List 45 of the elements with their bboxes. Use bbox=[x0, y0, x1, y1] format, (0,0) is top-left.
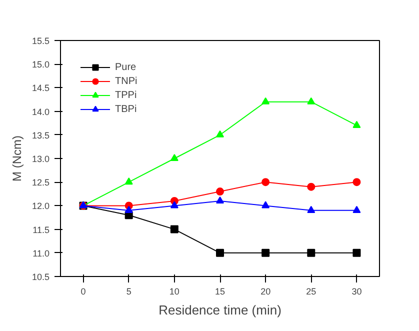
x-tick-label: 0 bbox=[80, 286, 86, 296]
legend-label: TPPi bbox=[115, 88, 137, 102]
point bbox=[216, 188, 224, 196]
point bbox=[352, 206, 361, 213]
y-tick-label: 11.5 bbox=[32, 224, 50, 235]
y-tick-label: 11.0 bbox=[32, 248, 50, 258]
point bbox=[216, 196, 224, 204]
y-tick-label: 13.5 bbox=[32, 130, 50, 140]
x-tick-label: 25 bbox=[306, 286, 316, 296]
x-tick-label: 5 bbox=[126, 286, 132, 296]
y-tick-label: 12.5 bbox=[32, 178, 50, 188]
point bbox=[262, 178, 270, 186]
point bbox=[216, 248, 224, 257]
y-axis-title: M (Ncm) bbox=[10, 136, 24, 182]
point bbox=[124, 178, 133, 185]
legend-label: TBPi bbox=[115, 102, 137, 116]
x-axis-title: Residence time (min) bbox=[158, 302, 282, 318]
legend-label: Pure bbox=[115, 60, 136, 74]
point bbox=[262, 201, 270, 208]
y-tick-label: 12.0 bbox=[32, 201, 50, 212]
y-tick-label: 14.0 bbox=[32, 106, 50, 117]
y-tick-label: 15.5 bbox=[32, 36, 50, 46]
x-tick-label: 30 bbox=[352, 286, 362, 296]
y-tick-label: 10.5 bbox=[32, 272, 50, 282]
point bbox=[124, 206, 133, 213]
point bbox=[216, 130, 224, 138]
y-tick-label: 15.0 bbox=[32, 60, 50, 70]
point bbox=[307, 248, 316, 257]
point bbox=[262, 248, 270, 257]
point bbox=[307, 206, 316, 213]
point bbox=[307, 97, 316, 104]
legend-label: TNPi bbox=[115, 74, 138, 88]
point bbox=[170, 201, 178, 208]
point bbox=[170, 154, 178, 162]
y-tick-label: 14.5 bbox=[32, 83, 50, 94]
x-tick-label: 15 bbox=[214, 286, 226, 296]
x-tick-label: 20 bbox=[260, 286, 271, 296]
y-tick-label: 13.0 bbox=[32, 154, 50, 164]
point bbox=[307, 182, 316, 191]
x-tick-label: 10 bbox=[169, 286, 180, 296]
point bbox=[170, 225, 178, 234]
point bbox=[262, 97, 270, 104]
point bbox=[352, 120, 361, 128]
point bbox=[352, 248, 361, 257]
point bbox=[352, 178, 361, 186]
